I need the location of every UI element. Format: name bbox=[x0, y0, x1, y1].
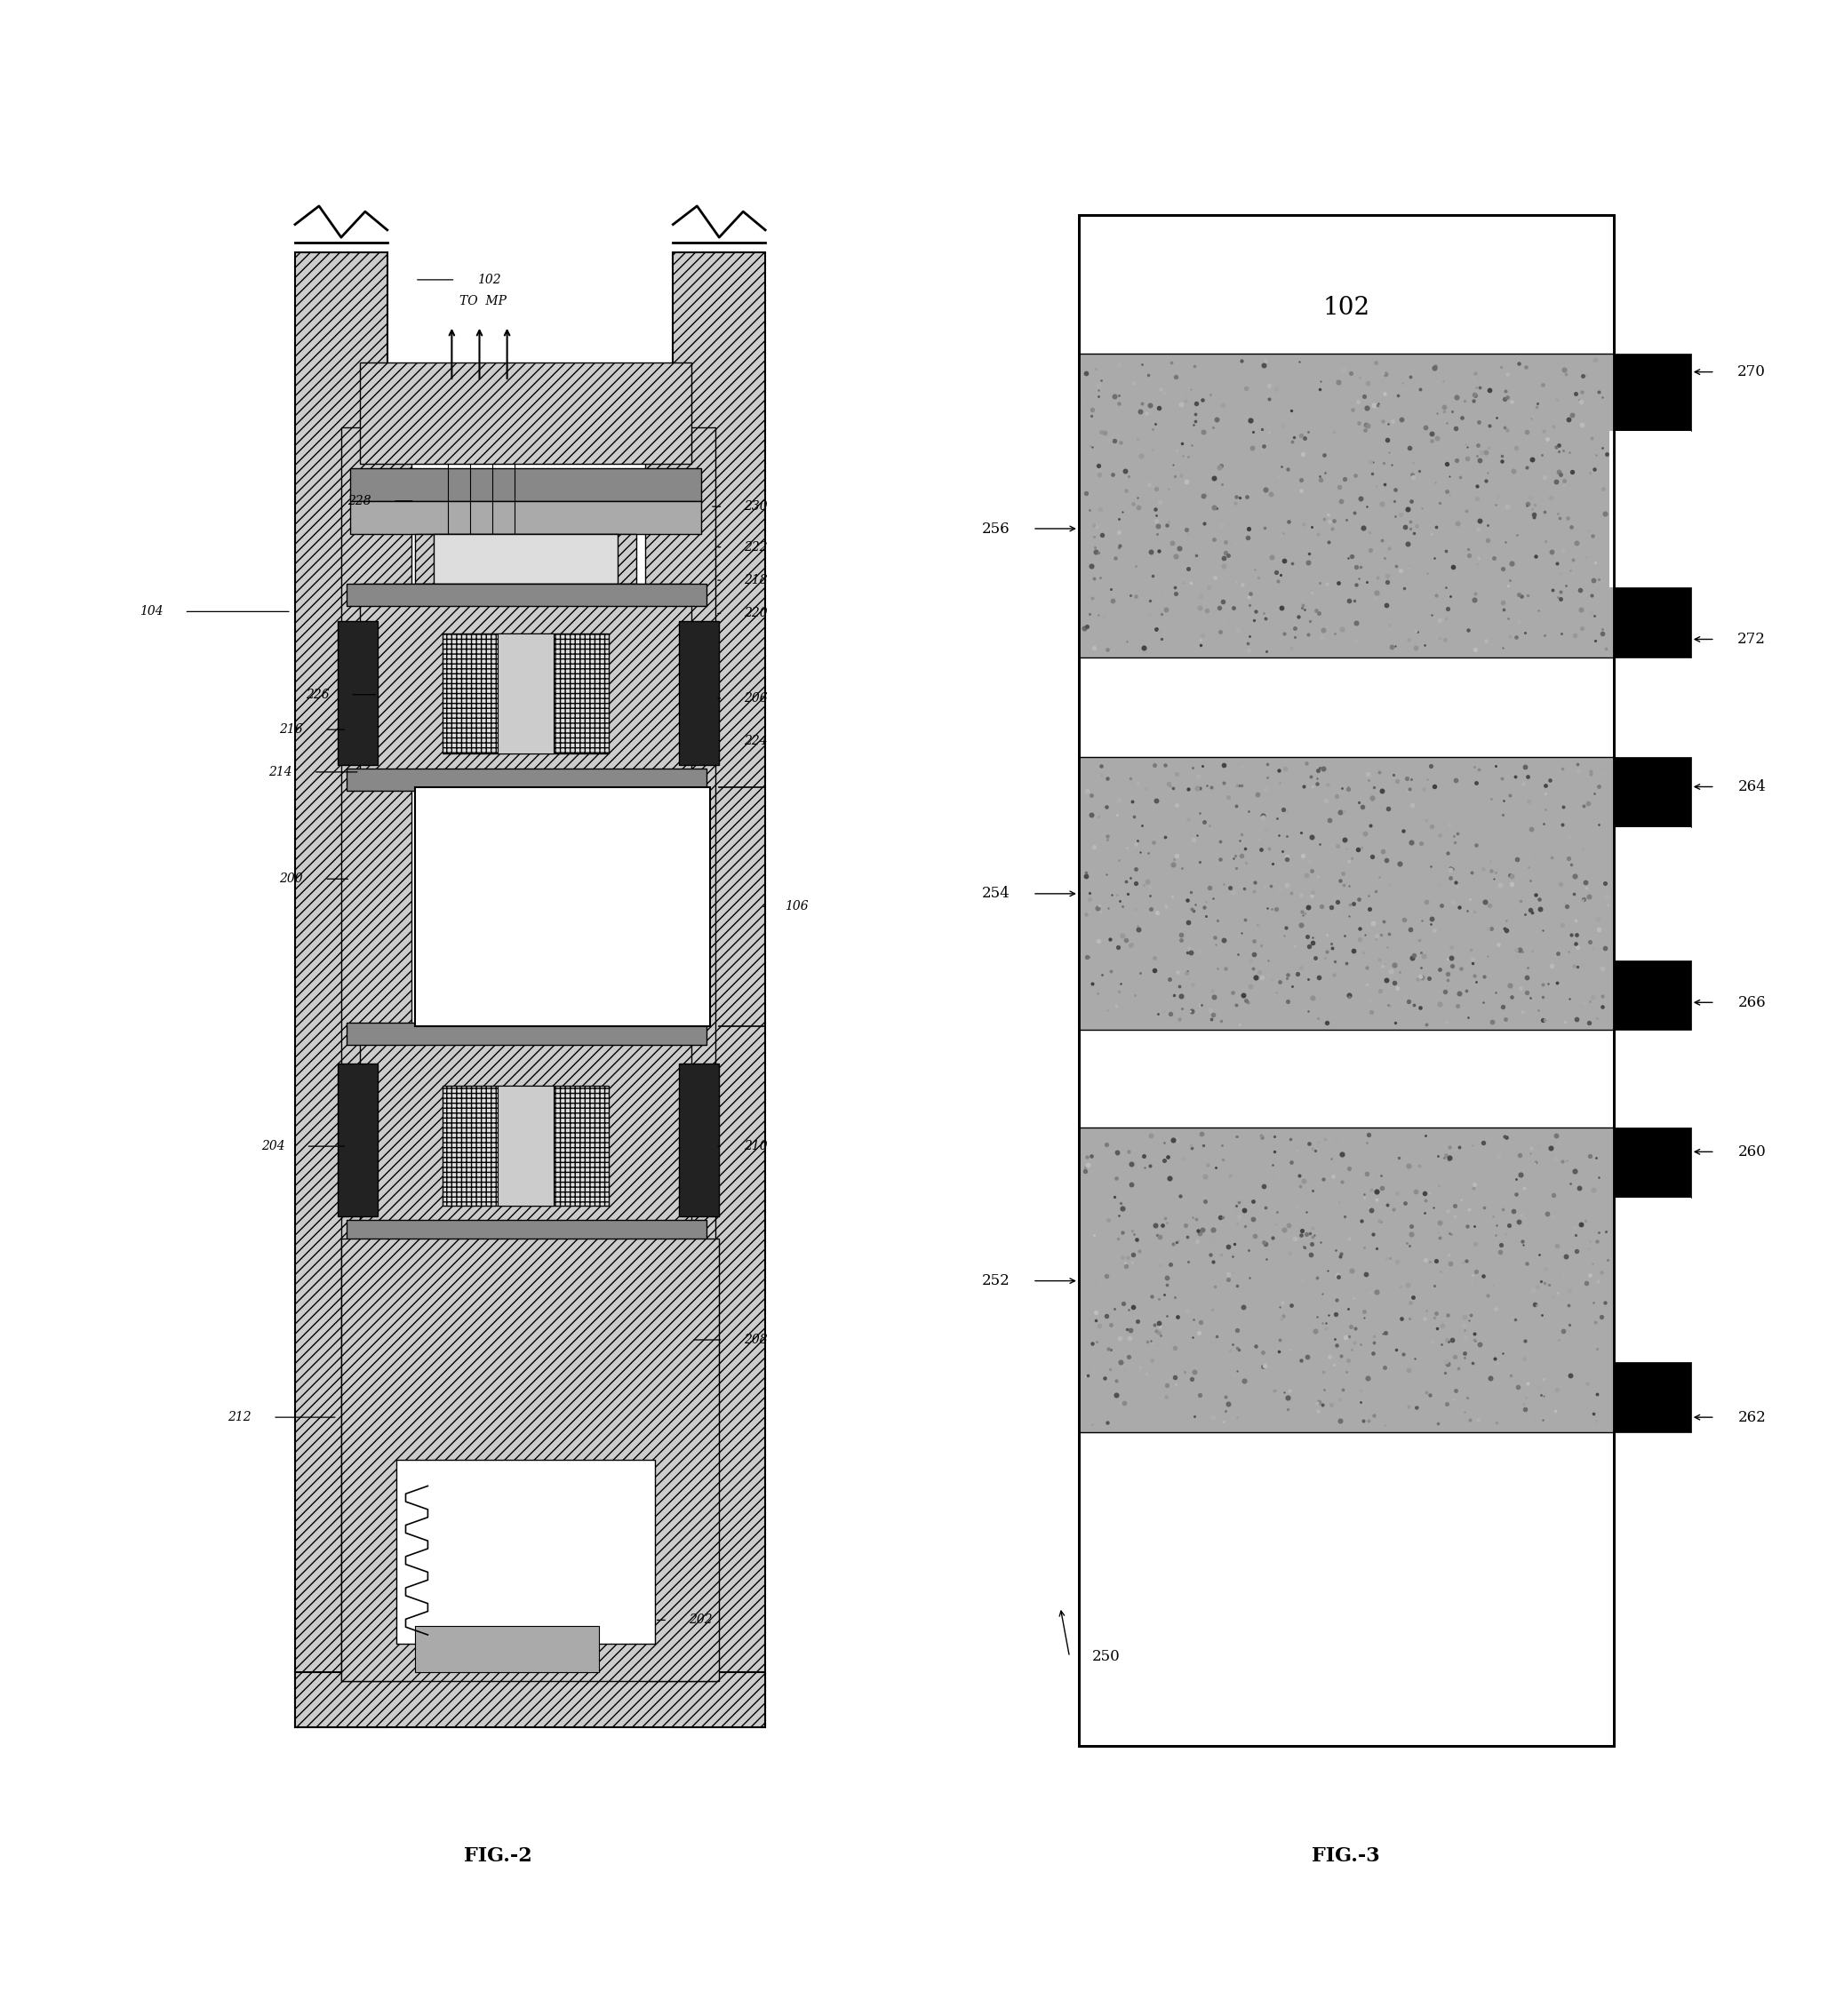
Text: 252: 252 bbox=[981, 1274, 1011, 1288]
Text: 256: 256 bbox=[981, 520, 1011, 536]
Bar bbox=[1079, 1127, 1614, 1431]
Text: 228: 228 bbox=[349, 494, 371, 508]
Bar bbox=[415, 1625, 599, 1671]
Text: 254: 254 bbox=[981, 887, 1011, 901]
Bar bbox=[498, 1085, 553, 1206]
Text: TO  MP: TO MP bbox=[459, 294, 507, 306]
Bar bbox=[498, 633, 553, 754]
Text: 250: 250 bbox=[1092, 1649, 1121, 1665]
Text: 262: 262 bbox=[1737, 1409, 1767, 1425]
Bar bbox=[295, 1671, 765, 1728]
Text: 204: 204 bbox=[262, 1141, 284, 1153]
Bar bbox=[341, 427, 411, 1681]
Bar bbox=[341, 1238, 719, 1681]
Text: 218: 218 bbox=[745, 575, 767, 587]
Bar bbox=[443, 633, 609, 754]
Bar bbox=[645, 427, 715, 1681]
Text: 266: 266 bbox=[1737, 996, 1767, 1010]
Text: 220: 220 bbox=[745, 607, 767, 619]
Bar bbox=[396, 1460, 655, 1645]
Bar bbox=[673, 252, 765, 1728]
Bar bbox=[1614, 353, 1691, 431]
Bar bbox=[1610, 431, 1706, 587]
Text: 102: 102 bbox=[1322, 296, 1370, 319]
Text: 102: 102 bbox=[478, 274, 500, 286]
Bar bbox=[1614, 827, 1691, 960]
Bar bbox=[679, 1062, 719, 1216]
Text: 106: 106 bbox=[786, 901, 808, 913]
Text: 202: 202 bbox=[690, 1615, 712, 1627]
Text: 216: 216 bbox=[280, 724, 302, 736]
Bar bbox=[679, 621, 719, 764]
Bar bbox=[1614, 1198, 1691, 1363]
Bar bbox=[360, 585, 692, 786]
Bar bbox=[347, 585, 706, 607]
Bar bbox=[1614, 431, 1691, 587]
Text: 210: 210 bbox=[745, 1141, 767, 1153]
Bar bbox=[415, 786, 710, 1026]
Bar bbox=[360, 363, 692, 464]
Bar bbox=[337, 621, 378, 764]
Text: 270: 270 bbox=[1737, 365, 1767, 379]
Text: FIG.-3: FIG.-3 bbox=[1313, 1847, 1379, 1867]
Bar bbox=[433, 534, 618, 585]
Bar bbox=[337, 1062, 378, 1216]
Bar bbox=[1079, 353, 1614, 657]
Text: FIG.-2: FIG.-2 bbox=[465, 1847, 531, 1867]
Bar bbox=[1079, 216, 1614, 1746]
Bar bbox=[347, 1220, 706, 1242]
Bar bbox=[1614, 960, 1691, 1030]
Bar bbox=[350, 468, 701, 502]
Bar bbox=[1079, 758, 1614, 1030]
Bar bbox=[350, 502, 701, 534]
Bar bbox=[1614, 1127, 1691, 1198]
Text: 224: 224 bbox=[745, 734, 767, 746]
Text: 200: 200 bbox=[280, 873, 302, 885]
Text: 222: 222 bbox=[745, 540, 767, 552]
Text: 260: 260 bbox=[1737, 1145, 1767, 1159]
Bar bbox=[1614, 587, 1691, 657]
Text: 214: 214 bbox=[269, 766, 291, 778]
Text: 104: 104 bbox=[140, 605, 162, 617]
Bar bbox=[443, 1085, 609, 1206]
Text: 230: 230 bbox=[745, 500, 767, 512]
Text: 272: 272 bbox=[1737, 631, 1767, 647]
Bar bbox=[415, 534, 636, 585]
Text: 208: 208 bbox=[745, 1335, 767, 1347]
Bar bbox=[347, 768, 706, 790]
Bar bbox=[1614, 1363, 1691, 1431]
Bar bbox=[295, 252, 387, 1728]
Bar bbox=[347, 1022, 706, 1044]
Text: 206: 206 bbox=[745, 691, 767, 704]
Text: 212: 212 bbox=[229, 1411, 251, 1423]
Text: 226: 226 bbox=[306, 687, 328, 702]
Bar bbox=[360, 1026, 692, 1238]
Bar bbox=[1614, 758, 1691, 827]
Text: 264: 264 bbox=[1737, 780, 1767, 794]
